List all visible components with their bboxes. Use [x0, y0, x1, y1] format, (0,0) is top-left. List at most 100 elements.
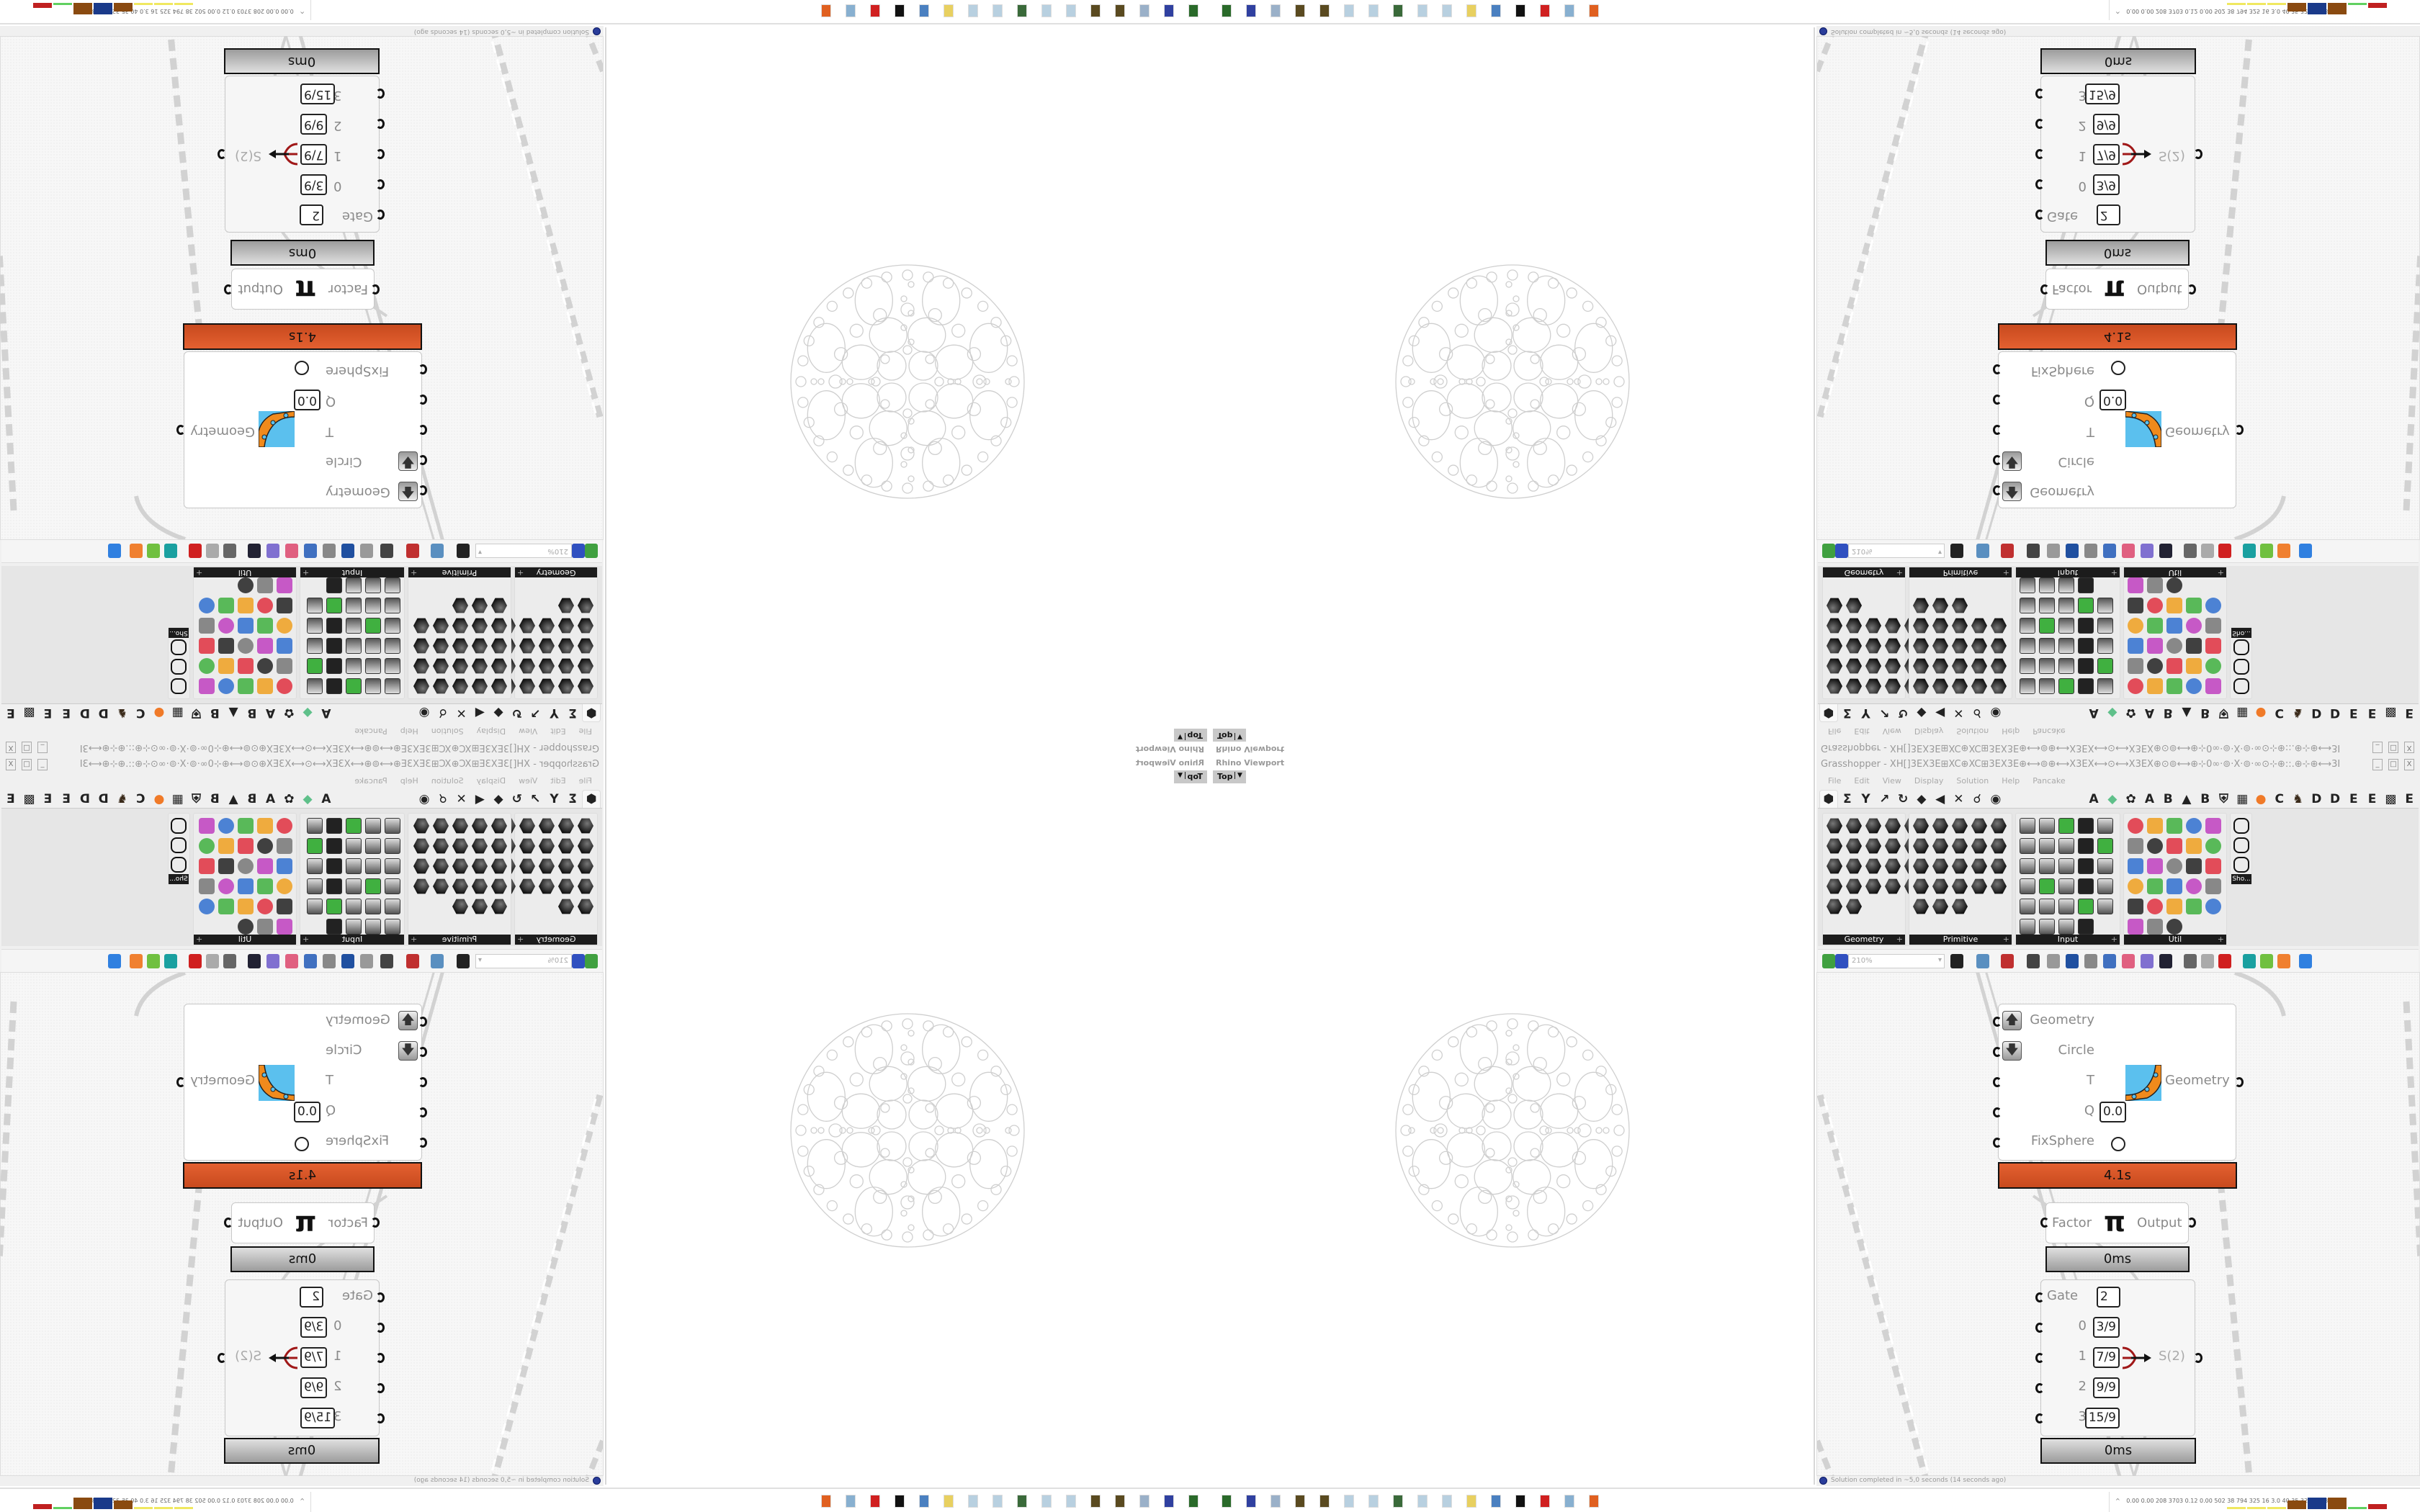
component-icon[interactable] — [452, 618, 468, 634]
menu-view[interactable]: View — [519, 726, 538, 736]
teal-icon[interactable] — [164, 954, 177, 968]
green-icon[interactable] — [147, 544, 160, 558]
menu-help[interactable]: Help — [2002, 726, 2020, 736]
taskbar-app-icon[interactable] — [1188, 1495, 1198, 1508]
taskbar-app-icon[interactable] — [1393, 1495, 1403, 1508]
output-grip[interactable] — [224, 284, 233, 294]
component-icon[interactable] — [433, 838, 449, 854]
expand-panel-button[interactable]: + — [196, 568, 203, 577]
tray-chevron-icon[interactable]: ^ — [300, 1498, 305, 1504]
letter-c-icon[interactable]: C — [135, 792, 145, 806]
maths-sigma-icon[interactable]: Σ — [568, 706, 578, 720]
input-grip[interactable] — [418, 1017, 427, 1027]
component-icon[interactable] — [2058, 838, 2074, 854]
stream-gate-component[interactable]: Gate 2 0 3/9 1 7/9 2 9/9 3 15/9 S(2) — [2040, 1279, 2195, 1436]
taskbar-app-icon[interactable] — [968, 1495, 978, 1508]
component-icon[interactable] — [413, 878, 429, 894]
component-icon[interactable] — [257, 878, 273, 894]
component-icon[interactable] — [277, 598, 292, 613]
letter-a-icon[interactable]: A — [2144, 792, 2154, 806]
wires-icon[interactable] — [2159, 544, 2172, 558]
component-icon[interactable] — [365, 678, 381, 694]
component-icon[interactable] — [2166, 618, 2182, 634]
component-icon[interactable] — [452, 838, 468, 854]
component-icon[interactable] — [558, 878, 574, 894]
component-icon[interactable] — [2128, 577, 2143, 593]
component-icon[interactable] — [2078, 818, 2094, 834]
package-icon[interactable] — [2122, 544, 2135, 558]
component-icon[interactable] — [326, 838, 342, 854]
pipe-icon[interactable] — [2201, 954, 2214, 968]
component-icon[interactable] — [2039, 858, 2055, 874]
search-icon[interactable] — [304, 544, 317, 558]
taskbar-app-icon[interactable] — [1515, 4, 1525, 17]
input-value[interactable]: 9/9 — [300, 114, 328, 135]
component-icon[interactable] — [1846, 618, 1862, 634]
bulb-icon[interactable] — [266, 954, 279, 968]
component-icon[interactable] — [326, 678, 342, 694]
shortcut-icon[interactable] — [171, 639, 187, 655]
output-grip[interactable] — [176, 425, 185, 435]
taskbar-app-icon[interactable] — [1066, 4, 1076, 17]
component-icon[interactable] — [326, 858, 342, 874]
taskbar-app-icon[interactable] — [1466, 4, 1476, 17]
component-icon[interactable] — [218, 598, 234, 613]
component-icon[interactable] — [1885, 818, 1901, 834]
vector-icon[interactable]: ↗ — [1879, 706, 1890, 720]
menu-solution[interactable]: Solution — [1956, 726, 1989, 736]
component-icon[interactable] — [519, 878, 535, 894]
component-icon[interactable] — [2058, 899, 2074, 914]
sketch-icon[interactable] — [2001, 544, 2014, 558]
surface-icon[interactable]: ◆ — [493, 706, 503, 720]
component-icon[interactable] — [2186, 678, 2202, 694]
component-icon[interactable] — [365, 919, 381, 935]
component-icon[interactable] — [578, 878, 593, 894]
transform-icon[interactable]: ☌ — [1973, 706, 1981, 720]
component-icon[interactable] — [1971, 678, 1987, 694]
intersect-icon[interactable]: ✕ — [1953, 706, 1964, 720]
component-icon[interactable] — [385, 818, 400, 834]
taskbar-app-icon[interactable] — [1139, 1495, 1150, 1508]
component-icon[interactable] — [1971, 838, 1987, 854]
taskbar-app-icon[interactable] — [1368, 4, 1379, 17]
chevron-down-icon[interactable]: ▾ — [1937, 548, 1942, 556]
component-icon[interactable] — [199, 818, 215, 834]
menu-view[interactable]: View — [1882, 726, 1901, 736]
fixsphere-toggle[interactable] — [295, 1137, 309, 1151]
component-icon[interactable] — [385, 598, 400, 613]
component-icon[interactable] — [491, 899, 507, 914]
component-icon[interactable] — [1991, 818, 2007, 834]
tray-chevron-icon[interactable]: ^ — [300, 8, 305, 14]
letter-c-icon[interactable]: C — [2275, 792, 2285, 806]
component-icon[interactable] — [1952, 838, 1968, 854]
input-grip[interactable] — [2035, 210, 2044, 220]
output-grip[interactable] — [2235, 1077, 2244, 1087]
component-icon[interactable] — [326, 577, 342, 593]
component-icon[interactable] — [346, 618, 362, 634]
taskbar-app-icon[interactable] — [1417, 4, 1428, 17]
stream-gate-component[interactable]: Gate 2 0 3/9 1 7/9 2 9/9 3 15/9 S(2) — [225, 1279, 380, 1436]
tray-chevron-icon[interactable]: ^ — [2115, 1498, 2120, 1504]
component-icon[interactable] — [578, 638, 593, 654]
taskbar-app-icon[interactable] — [1442, 1495, 1452, 1508]
component-icon[interactable] — [472, 818, 488, 834]
component-icon[interactable] — [2205, 678, 2221, 694]
component-icon[interactable] — [1932, 858, 1948, 874]
input-grip[interactable] — [1993, 485, 2002, 495]
kangaroo-component[interactable]: 🡅 🡇 Geometry Circle T Q FixSphere 0.0 Ge… — [184, 351, 422, 508]
letter-d-icon[interactable]: D — [79, 792, 90, 806]
component-icon[interactable] — [491, 678, 507, 694]
component-icon[interactable] — [1932, 658, 1948, 674]
component-icon[interactable] — [1991, 878, 2007, 894]
component-icon[interactable] — [257, 598, 273, 613]
component-icon[interactable] — [413, 818, 429, 834]
component-icon[interactable] — [1971, 658, 1987, 674]
component-icon[interactable] — [307, 678, 323, 694]
component-icon[interactable] — [218, 878, 234, 894]
zoom-input[interactable]: 210% ▾ — [1848, 544, 1945, 558]
component-icon[interactable] — [307, 878, 323, 894]
taskbar-app-icon[interactable] — [1540, 1495, 1550, 1508]
grasshopper-canvas[interactable]: 🡅 🡇 Geometry Circle T Q FixSphere 0.0 Ge… — [0, 972, 604, 1477]
component-icon[interactable] — [413, 658, 429, 674]
component-icon[interactable] — [385, 658, 400, 674]
